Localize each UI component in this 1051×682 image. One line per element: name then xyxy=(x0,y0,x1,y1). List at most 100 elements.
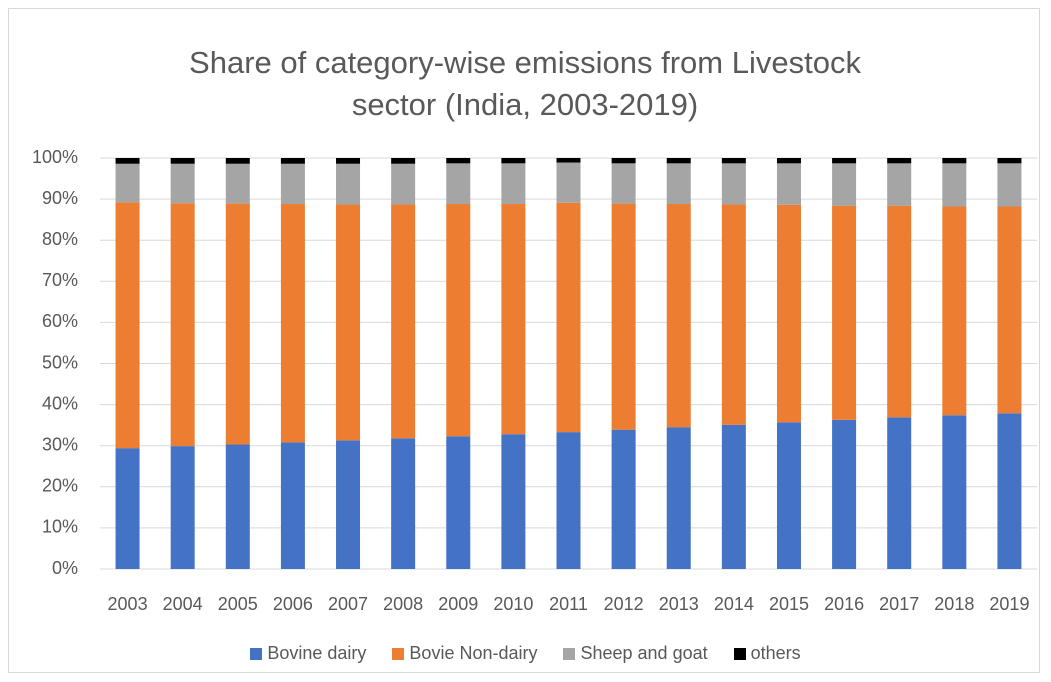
bar-segment xyxy=(721,158,746,164)
bar-segment xyxy=(446,163,471,205)
bar-segment xyxy=(280,204,305,443)
bar-segment xyxy=(997,413,1022,569)
bar-segment xyxy=(666,163,691,205)
bar-segment xyxy=(225,203,250,445)
bar-segment xyxy=(391,158,416,164)
bar-segment xyxy=(611,163,636,204)
bar-segment xyxy=(887,417,912,569)
y-tick-label: 20% xyxy=(42,476,78,496)
x-tick-label: 2014 xyxy=(714,594,754,614)
x-tick-label: 2009 xyxy=(438,594,478,614)
bar-segment xyxy=(115,163,140,203)
bar-segment xyxy=(721,424,746,569)
x-tick-label: 2011 xyxy=(549,594,588,614)
y-tick-label: 0% xyxy=(52,558,78,578)
y-tick-label: 90% xyxy=(42,188,78,208)
bar-segment xyxy=(721,204,746,425)
bar-segment xyxy=(832,163,857,206)
y-tick-label: 60% xyxy=(42,311,78,331)
x-tick-label: 2016 xyxy=(824,594,864,614)
x-tick-label: 2010 xyxy=(493,594,533,614)
bar-segment xyxy=(501,204,526,435)
bar-segment xyxy=(611,158,636,164)
bar-segment xyxy=(721,163,746,205)
x-tick-label: 2003 xyxy=(108,594,148,614)
bar-segment xyxy=(170,446,195,569)
bar-segment xyxy=(170,203,195,447)
bar-segment xyxy=(501,434,526,569)
y-tick-label: 10% xyxy=(42,517,78,537)
bar-segment xyxy=(776,204,801,423)
bar-segment xyxy=(336,163,361,205)
bar-segment xyxy=(115,158,140,164)
legend-swatch xyxy=(250,647,263,660)
bar-segment xyxy=(225,163,250,204)
x-tick-label: 2019 xyxy=(989,594,1029,614)
x-tick-label: 2006 xyxy=(273,594,313,614)
bar-segment xyxy=(501,163,526,205)
y-tick-label: 100% xyxy=(32,147,78,167)
bar-segment xyxy=(942,158,967,164)
legend-label: Bovine dairy xyxy=(267,643,367,663)
bar-segment xyxy=(501,158,526,164)
bar-segment xyxy=(887,163,912,206)
legend-swatch xyxy=(392,647,405,660)
x-tick-label: 2005 xyxy=(218,594,258,614)
bar-segment xyxy=(556,158,581,163)
legend-label: others xyxy=(750,643,801,663)
bar-segment xyxy=(446,158,471,164)
legend-label: Sheep and goat xyxy=(580,643,708,663)
bar-segment xyxy=(336,440,361,569)
x-tick-label: 2017 xyxy=(879,594,919,614)
bar-segment xyxy=(391,438,416,569)
bar-segment xyxy=(115,202,140,449)
legend-item: others xyxy=(733,643,801,664)
bar-segment xyxy=(832,158,857,164)
y-tick-label: 70% xyxy=(42,270,78,290)
y-tick-label: 50% xyxy=(42,352,78,372)
legend-swatch xyxy=(563,647,576,660)
bar-segment xyxy=(887,205,912,418)
bar-segment xyxy=(446,204,471,437)
bar-segment xyxy=(666,158,691,164)
bar-segment xyxy=(280,442,305,569)
y-tick-label: 40% xyxy=(42,393,78,413)
bar-segment xyxy=(887,158,912,164)
bar-segment xyxy=(997,206,1022,414)
legend-swatch xyxy=(733,647,746,660)
bar-segment xyxy=(170,158,195,164)
bar-segment xyxy=(336,158,361,164)
bar-segment xyxy=(776,163,801,205)
bar-segment xyxy=(832,205,857,420)
bar-segment xyxy=(611,203,636,430)
bar-segment xyxy=(666,427,691,569)
bar-segment xyxy=(225,158,250,164)
bar-segment xyxy=(556,432,581,569)
bar-segment xyxy=(997,158,1022,164)
bar-segment xyxy=(225,444,250,569)
bar-segment xyxy=(942,206,967,416)
legend-item: Sheep and goat xyxy=(563,643,708,664)
bar-segment xyxy=(776,422,801,569)
x-tick-label: 2013 xyxy=(659,594,699,614)
x-tick-label: 2012 xyxy=(604,594,644,614)
y-tick-label: 30% xyxy=(42,434,78,454)
bar-segment xyxy=(997,163,1022,207)
bar-segment xyxy=(832,419,857,569)
bar-segment xyxy=(336,204,361,441)
y-tick-label: 80% xyxy=(42,229,78,249)
bar-segment xyxy=(115,448,140,569)
bar-segment xyxy=(556,162,581,203)
bar-segment xyxy=(170,163,195,204)
chart-frame xyxy=(8,8,1040,673)
bar-segment xyxy=(942,415,967,569)
bar-segment xyxy=(666,204,691,428)
bar-segment xyxy=(942,163,967,207)
bar-segment xyxy=(611,429,636,569)
bar-segment xyxy=(391,163,416,205)
x-tick-label: 2008 xyxy=(383,594,423,614)
bar-segment xyxy=(391,204,416,439)
bar-segment xyxy=(556,202,581,433)
legend-item: Bovine dairy xyxy=(250,643,366,664)
bar-segment xyxy=(280,163,305,205)
